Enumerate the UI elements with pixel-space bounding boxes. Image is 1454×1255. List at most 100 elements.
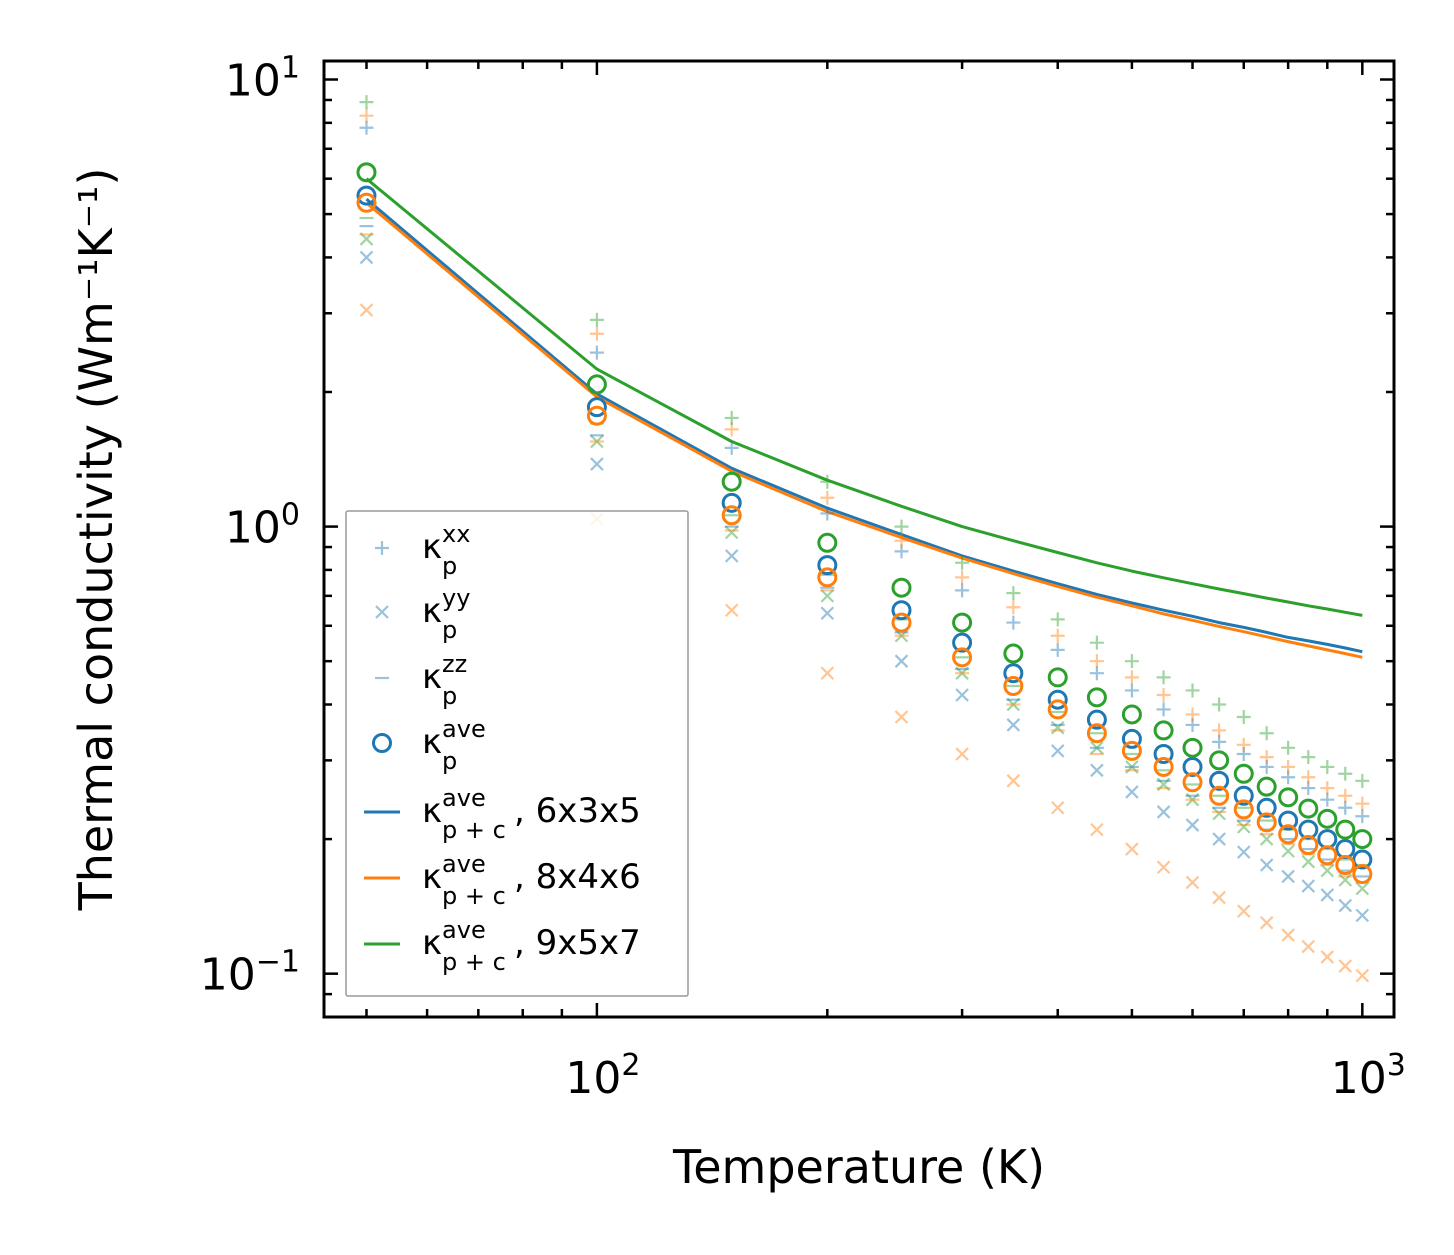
axis-tick-labels: 102 103 10−1 100 101 <box>200 51 1406 1104</box>
data-point <box>1281 770 1296 785</box>
data-point <box>1298 835 1319 856</box>
data-point <box>1185 683 1200 698</box>
data-point <box>1233 763 1254 784</box>
data-point <box>1233 799 1254 820</box>
data-point <box>1156 670 1171 685</box>
legend-label: κave p <box>422 715 486 775</box>
data-point <box>1256 776 1277 797</box>
data-point <box>590 434 604 449</box>
data-point <box>820 506 835 521</box>
data-point <box>1281 759 1296 774</box>
data-point <box>1121 740 1142 761</box>
data-point <box>1003 675 1024 696</box>
series-line <box>365 177 1363 617</box>
data-point <box>1153 720 1174 741</box>
data-point <box>1355 796 1370 811</box>
data-point <box>1086 709 1107 730</box>
data-point <box>1185 717 1200 732</box>
data-point <box>817 555 838 576</box>
data-point <box>1006 718 1021 732</box>
data-point <box>586 374 607 395</box>
data-point <box>724 525 739 540</box>
data-point <box>1182 772 1203 793</box>
data-point <box>1153 743 1174 764</box>
x-tick-label: 103 <box>1331 1048 1406 1104</box>
data-point <box>1281 928 1295 942</box>
data-point <box>955 747 969 761</box>
data-point <box>955 688 969 702</box>
data-point <box>1212 734 1227 749</box>
data-point <box>891 577 912 598</box>
data-point <box>1335 839 1356 860</box>
data-point <box>891 612 912 633</box>
data-point <box>1121 728 1142 749</box>
data-point <box>1156 688 1171 703</box>
data-point <box>1086 687 1107 708</box>
data-point <box>1278 787 1299 808</box>
data-point <box>1047 699 1068 720</box>
data-point <box>724 410 739 425</box>
data-point <box>1352 864 1373 885</box>
data-point <box>894 654 909 668</box>
data-point <box>1047 689 1068 710</box>
data-point <box>359 232 374 246</box>
data-point <box>1259 915 1274 930</box>
data-point <box>1338 788 1353 803</box>
data-point <box>1212 806 1226 821</box>
data-point <box>1236 904 1251 918</box>
data-point <box>1338 898 1353 913</box>
data-point <box>1281 869 1295 884</box>
data-point <box>1352 829 1373 850</box>
data-point <box>1355 908 1370 923</box>
data-point <box>894 533 909 548</box>
data-point <box>1256 797 1277 818</box>
data-point <box>1212 832 1226 846</box>
data-point <box>1050 800 1065 815</box>
x-axis-label: Temperature (K) <box>672 1140 1045 1194</box>
data-point <box>820 490 835 505</box>
data-point <box>1006 586 1021 601</box>
data-point <box>1212 890 1226 905</box>
data-point <box>359 250 374 265</box>
legend-marker <box>375 605 389 619</box>
legend-marker <box>375 541 389 555</box>
data-point <box>952 612 973 633</box>
data-point <box>589 326 604 341</box>
data-point <box>1259 858 1274 872</box>
y-axis-label: Thermal conductivity (Wm⁻¹K⁻¹) <box>69 168 123 912</box>
data-point <box>1089 654 1104 669</box>
legend-label: κxx p <box>422 520 470 580</box>
data-point <box>589 312 604 327</box>
data-point <box>1338 800 1353 815</box>
data-point <box>820 589 835 603</box>
x-tick-label: 102 <box>565 1048 640 1104</box>
data-point <box>1006 615 1021 630</box>
line-series-group <box>365 177 1363 659</box>
data-point <box>359 303 374 317</box>
data-point <box>1090 763 1104 778</box>
data-point <box>1256 812 1277 833</box>
data-point <box>586 397 607 418</box>
data-point <box>1006 697 1021 712</box>
data-point <box>1124 670 1139 685</box>
plot-frame <box>322 59 1396 1019</box>
legend-label: κave p + c, 9x5x7 <box>422 916 641 976</box>
data-point <box>1259 832 1274 846</box>
data-point <box>1182 737 1203 758</box>
data-point <box>1320 863 1335 878</box>
data-point <box>1301 854 1316 869</box>
data-point <box>1050 612 1065 627</box>
data-point <box>359 108 374 123</box>
data-point <box>1090 822 1104 837</box>
data-point <box>1281 740 1296 755</box>
data-point <box>1003 643 1024 664</box>
data-point <box>1301 939 1316 954</box>
data-point <box>1338 873 1353 887</box>
legend-label: κyy p <box>422 584 470 644</box>
data-point <box>1320 781 1335 796</box>
data-point <box>1320 888 1335 902</box>
data-point <box>817 567 838 588</box>
data-point <box>1233 785 1254 806</box>
data-point <box>1153 756 1174 777</box>
